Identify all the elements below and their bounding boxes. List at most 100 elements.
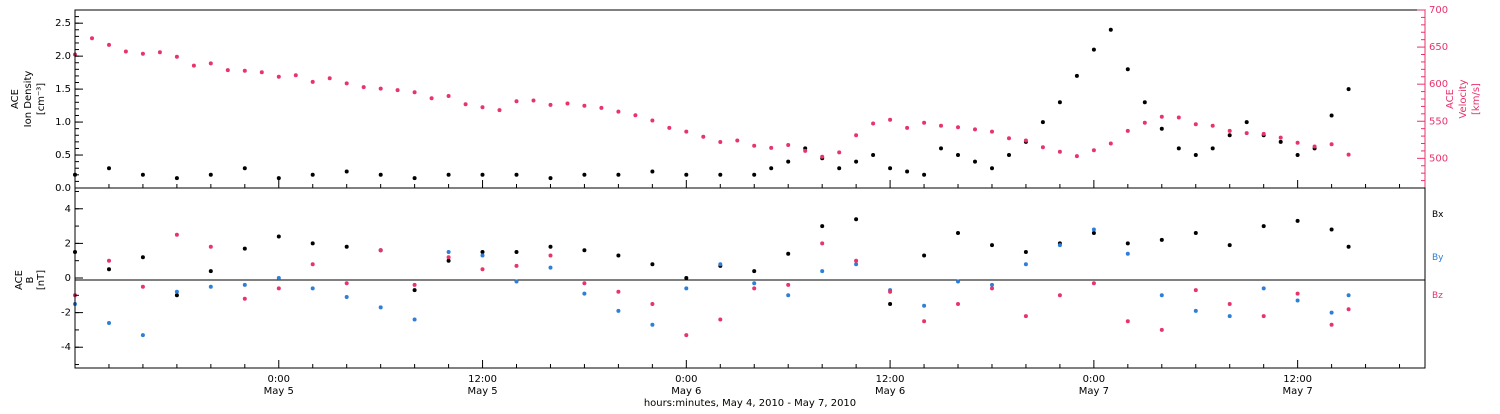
series-0-point bbox=[208, 172, 213, 177]
series-1-point bbox=[616, 109, 621, 114]
velocity-label-line1: ACE bbox=[1445, 89, 1456, 109]
series-Bx-point bbox=[480, 250, 485, 254]
series-Bx-point bbox=[208, 269, 213, 274]
series-1-point bbox=[939, 123, 943, 128]
series-0-point bbox=[107, 166, 111, 171]
series-Bx-point bbox=[786, 251, 791, 256]
series-1-point bbox=[854, 133, 859, 138]
series-By-point bbox=[446, 250, 451, 254]
series-1-point bbox=[225, 68, 230, 73]
series-By-point bbox=[1261, 286, 1266, 291]
series-1-point bbox=[1278, 135, 1283, 140]
series-By-point bbox=[514, 279, 519, 284]
series-1-point bbox=[735, 138, 740, 143]
density-tick-label: 0.5 bbox=[55, 150, 71, 161]
series-0-point bbox=[378, 172, 383, 177]
series-Bx-point bbox=[514, 250, 519, 254]
density-tick-label: 2.0 bbox=[55, 51, 71, 62]
density-tick-label: 2.5 bbox=[55, 18, 71, 29]
series-By-point bbox=[820, 269, 825, 274]
series-By-point bbox=[1125, 251, 1130, 256]
series-By-point bbox=[174, 289, 179, 294]
legend-Bz: Bz bbox=[1432, 291, 1443, 301]
series-By-point bbox=[1346, 293, 1351, 298]
series-Bz-point bbox=[412, 282, 417, 287]
density-label-line3: [cm⁻³] bbox=[36, 83, 47, 115]
series-0-point bbox=[939, 146, 943, 151]
series-Bx-point bbox=[174, 293, 179, 298]
series-Bx-point bbox=[1329, 227, 1334, 232]
series-1-point bbox=[905, 125, 910, 130]
date-tick-label: May 5 bbox=[264, 386, 294, 397]
series-1-point bbox=[157, 50, 162, 55]
series-By-point bbox=[276, 276, 281, 280]
series-By-point bbox=[956, 279, 960, 284]
series-1-point bbox=[174, 54, 179, 59]
series-By-point bbox=[378, 305, 383, 310]
series-Bz-point bbox=[276, 286, 281, 291]
series-Bz-point bbox=[378, 248, 383, 253]
density-tick-label: 0.0 bbox=[55, 183, 71, 194]
series-1-point bbox=[1176, 115, 1181, 120]
series-By-point bbox=[752, 281, 757, 286]
series-1-point bbox=[327, 76, 332, 81]
series-By-point bbox=[1329, 310, 1334, 315]
series-0-point bbox=[837, 166, 842, 171]
series-1-point bbox=[1159, 114, 1164, 119]
series-Bx-point bbox=[1346, 244, 1351, 249]
series-0-point bbox=[718, 172, 723, 177]
series-Bz-point bbox=[718, 317, 723, 322]
series-0-point bbox=[871, 153, 876, 157]
series-1-point bbox=[1125, 128, 1130, 133]
series-Bz-point bbox=[1057, 293, 1062, 298]
series-0-point bbox=[548, 176, 553, 181]
series-0-point bbox=[174, 176, 179, 181]
series-0-point bbox=[973, 159, 977, 164]
series-1-point bbox=[1142, 120, 1147, 125]
bfield-label-line2: B bbox=[25, 276, 36, 283]
bfield-legend: Bx By Bz bbox=[1432, 210, 1444, 301]
series-Bz-point bbox=[514, 263, 519, 268]
series-1-point bbox=[429, 96, 434, 101]
date-tick-label: May 6 bbox=[671, 386, 701, 397]
series-1-point bbox=[820, 154, 825, 159]
series-1-point bbox=[1057, 149, 1062, 154]
series-0-point bbox=[1193, 153, 1198, 157]
series-1-point bbox=[871, 121, 876, 126]
bfield-tick-label: -2 bbox=[61, 308, 71, 319]
series-0-point bbox=[990, 166, 994, 171]
series-Bz-point bbox=[854, 258, 859, 263]
series-Bz-point bbox=[174, 232, 179, 237]
series-1-point bbox=[650, 118, 655, 123]
series-0-point bbox=[854, 159, 859, 164]
series-By-point bbox=[922, 303, 927, 308]
series-0-point bbox=[1091, 47, 1096, 52]
series-0-point bbox=[1227, 133, 1232, 138]
series-1-point bbox=[633, 113, 638, 118]
series-1-point bbox=[107, 42, 111, 47]
series-By-point bbox=[548, 265, 553, 270]
magnetic-field-panel: -4 -2 0 2 4 ACE B [nT] Bx By Bz bbox=[14, 187, 1444, 369]
series-1-point bbox=[837, 150, 842, 155]
series-0-point bbox=[1040, 120, 1045, 125]
series-By-point bbox=[242, 282, 247, 287]
series-Bz-point bbox=[888, 289, 893, 294]
legend-Bx: Bx bbox=[1432, 210, 1444, 220]
series-1-point bbox=[769, 145, 774, 150]
series-Bx-point bbox=[1295, 218, 1300, 223]
series-0-point bbox=[1125, 67, 1130, 72]
series-By-point bbox=[344, 295, 349, 299]
series-Bz-point bbox=[208, 244, 213, 249]
series-By-point bbox=[1193, 308, 1198, 313]
series-1-point bbox=[1295, 140, 1300, 145]
series-0-point bbox=[1142, 100, 1147, 105]
velocity-tick-label: 700 bbox=[1429, 5, 1448, 16]
series-1-point bbox=[412, 90, 417, 95]
series-0-point bbox=[956, 153, 960, 157]
series-Bz-point bbox=[242, 296, 247, 301]
series-0-point bbox=[1057, 100, 1062, 105]
series-By-point bbox=[140, 333, 145, 338]
series-1-point bbox=[310, 79, 315, 84]
series-0-point bbox=[1244, 120, 1249, 125]
